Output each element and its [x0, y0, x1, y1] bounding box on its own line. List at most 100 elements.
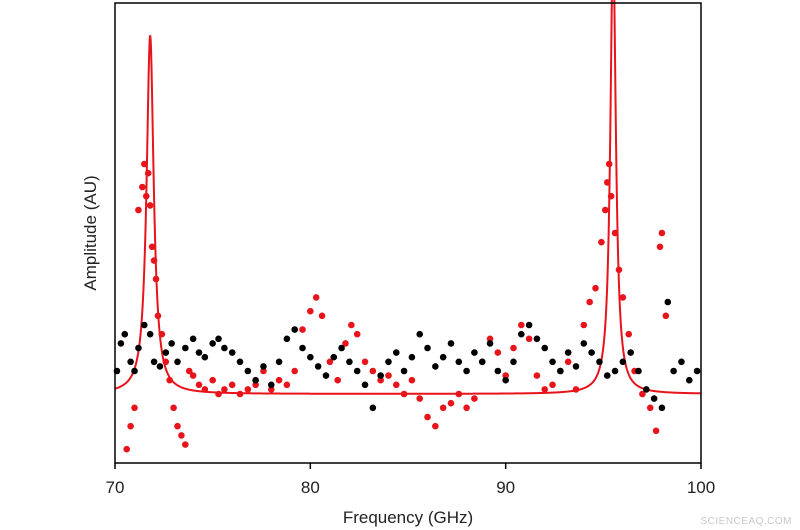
data-point-black — [619, 358, 627, 366]
data-point-black — [201, 353, 209, 361]
data-point-black — [291, 326, 299, 333]
data-point-black — [307, 353, 314, 361]
data-point-red — [353, 330, 361, 338]
data-point-red — [215, 390, 222, 398]
data-point-black — [346, 358, 353, 366]
data-point-black — [283, 335, 291, 343]
data-point-red — [131, 404, 138, 412]
data-point-black — [549, 358, 556, 366]
data-point-red — [424, 413, 431, 421]
x-axis-title: Frequency (GHz) — [343, 508, 473, 527]
data-point-black — [627, 349, 634, 356]
data-point-black — [221, 344, 228, 352]
data-point-black — [314, 363, 322, 370]
data-point-black — [643, 386, 650, 393]
data-point-red — [625, 330, 633, 338]
data-point-red — [158, 330, 166, 338]
data-point-red — [611, 229, 619, 237]
data-point-black — [502, 376, 509, 384]
data-point-black — [209, 340, 216, 347]
data-point-black — [275, 358, 283, 366]
data-point-red — [439, 404, 447, 412]
data-point-black — [564, 349, 572, 356]
data-point-red — [135, 206, 142, 214]
data-point-black — [572, 363, 580, 370]
data-point-black — [596, 358, 603, 366]
data-point-red — [146, 202, 154, 209]
data-point-black — [478, 358, 486, 366]
data-point-red — [525, 335, 533, 343]
data-point-red — [142, 192, 150, 200]
data-point-red — [162, 358, 170, 366]
data-point-black — [670, 367, 677, 375]
data-point-black — [156, 363, 164, 370]
data-point-black — [244, 367, 252, 375]
data-point-black — [162, 349, 170, 356]
data-point-black — [260, 363, 267, 370]
data-point-red — [592, 284, 599, 292]
data-point-black — [424, 344, 431, 352]
data-point-black — [494, 367, 502, 375]
data-point-red — [185, 367, 193, 375]
x-tick-label: 90 — [496, 478, 515, 497]
data-point-red — [154, 312, 162, 320]
data-point-black — [439, 353, 447, 361]
data-point-black — [322, 372, 330, 379]
data-point-red — [275, 376, 283, 384]
data-point-red — [646, 404, 654, 412]
data-point-red — [267, 386, 275, 393]
data-point-red — [291, 367, 299, 375]
data-point-red — [228, 381, 236, 389]
data-point-red — [662, 312, 670, 320]
data-point-black — [146, 330, 154, 338]
data-point-red — [334, 376, 341, 384]
data-point-black — [189, 335, 197, 343]
data-point-red — [244, 386, 252, 393]
data-point-red — [392, 381, 400, 389]
data-point-red — [189, 372, 197, 379]
data-point-black — [361, 381, 369, 389]
data-point-red — [283, 381, 291, 389]
data-point-red — [318, 312, 326, 320]
data-point-black — [432, 363, 439, 370]
data-point-red — [123, 445, 131, 453]
data-point-red — [178, 432, 185, 439]
data-point-red — [416, 395, 424, 402]
data-point-black — [611, 367, 619, 375]
data-point-black — [455, 358, 463, 366]
data-point-black — [299, 344, 306, 352]
data-point-red — [252, 381, 259, 389]
data-point-red — [572, 386, 580, 393]
data-point-red — [369, 367, 377, 375]
data-point-black — [517, 330, 525, 338]
data-point-black — [392, 349, 400, 356]
data-point-red — [580, 321, 588, 329]
data-point-red — [586, 298, 593, 306]
data-point-black — [541, 344, 549, 352]
data-point-black — [182, 344, 189, 352]
data-point-red — [510, 344, 517, 352]
data-point-red — [299, 326, 306, 333]
data-point-black — [215, 335, 222, 343]
data-point-red — [432, 422, 439, 430]
data-point-red — [517, 321, 525, 329]
data-point-red — [152, 275, 160, 283]
data-point-red — [447, 399, 455, 407]
data-point-red — [342, 340, 349, 347]
data-point-black — [127, 358, 134, 366]
data-point-black — [471, 349, 478, 356]
data-point-black — [236, 358, 244, 366]
data-point-red — [598, 238, 605, 246]
data-point-black — [330, 353, 338, 361]
data-point-black — [121, 330, 129, 338]
data-point-red — [486, 335, 494, 343]
data-point-red — [307, 307, 314, 315]
data-point-red — [236, 390, 244, 398]
data-point-black — [174, 358, 181, 366]
fit-curve-red — [114, 0, 702, 395]
data-point-red — [174, 422, 181, 430]
data-point-red — [221, 386, 228, 393]
data-point-red — [603, 179, 611, 186]
data-point-black — [635, 367, 642, 375]
